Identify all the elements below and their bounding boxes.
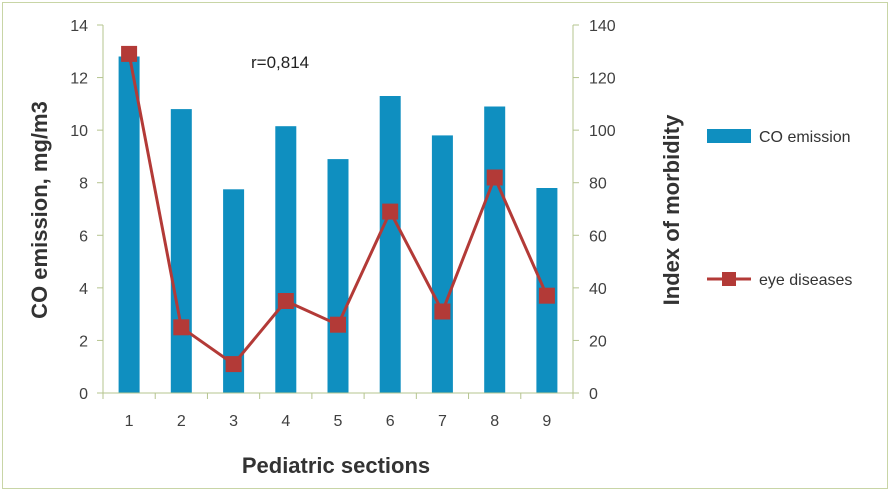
bar-1 [118, 56, 140, 393]
legend-marker-eye-diseases [722, 272, 736, 286]
legend-label-eye-diseases: eye diseases [759, 272, 852, 289]
y-tick-label: 12 [70, 71, 88, 88]
y2-tick-label: 100 [589, 123, 616, 140]
x-tick-label: 8 [490, 413, 499, 430]
y-tick-label: 0 [79, 386, 88, 403]
y2-axis-title: Index of morbidity [659, 114, 684, 305]
y-tick-label: 2 [79, 333, 88, 350]
chart-frame: 0 2 4 6 8 10 12 14 0 20 40 60 80 100 120 140 1 2 3 4 5 6 7 8 9 r… [2, 2, 888, 489]
y-tick-label: 8 [79, 176, 88, 193]
point-eye-diseases-9 [538, 287, 555, 304]
x-tick-label: 9 [542, 413, 551, 430]
y2-tick-label: 0 [589, 386, 598, 403]
y-axis-title: CO emission, mg/m3 [27, 101, 52, 319]
y-tick-label: 14 [70, 18, 88, 35]
x-tick-label: 6 [386, 413, 395, 430]
y-tick-label: 6 [79, 228, 88, 245]
legend-swatch-co-emission [707, 129, 751, 143]
point-eye-diseases-7 [434, 303, 451, 320]
point-eye-diseases-8 [486, 169, 503, 186]
bar-7 [431, 135, 453, 393]
point-eye-diseases-6 [382, 203, 399, 220]
plot-area [118, 45, 558, 393]
legend: CO emission eye diseases [707, 129, 852, 289]
correlation-annotation: r=0,814 [251, 53, 309, 72]
y2-tick-label: 20 [589, 333, 607, 350]
bar-4 [275, 126, 297, 393]
x-axis-title: Pediatric sections [242, 453, 430, 478]
y-tick-label: 10 [70, 123, 88, 140]
y2-tick-label: 140 [589, 18, 616, 35]
y2-tick-label: 80 [589, 176, 607, 193]
x-tick-label: 4 [281, 413, 290, 430]
point-eye-diseases-2 [173, 319, 190, 336]
bar-2 [170, 109, 192, 393]
x-tick-label: 1 [125, 413, 134, 430]
x-tick-label: 2 [177, 413, 186, 430]
legend-label-co-emission: CO emission [759, 129, 851, 146]
point-eye-diseases-1 [121, 45, 138, 62]
point-eye-diseases-4 [277, 293, 294, 309]
bar-8 [484, 106, 506, 393]
bar-5 [327, 159, 349, 393]
point-eye-diseases-3 [225, 356, 242, 373]
y2-tick-label: 40 [589, 281, 607, 298]
y2-tick-label: 120 [589, 71, 616, 88]
point-eye-diseases-5 [330, 316, 346, 333]
x-tick-label: 7 [438, 413, 447, 430]
y2-tick-label: 60 [589, 228, 607, 245]
bar-3 [223, 189, 245, 393]
x-tick-label: 3 [229, 413, 238, 430]
y-tick-label: 4 [79, 281, 88, 298]
x-tick-label: 5 [334, 413, 343, 430]
bar-6 [379, 96, 401, 393]
